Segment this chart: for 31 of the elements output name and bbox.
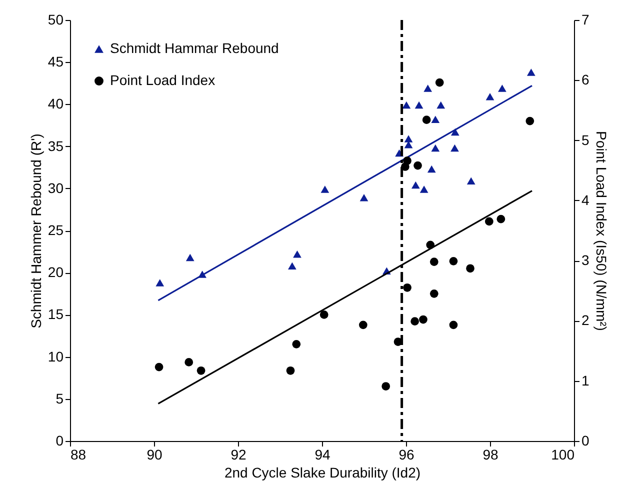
- y-tick-label: 50: [48, 12, 64, 28]
- y-tick-label: 0: [56, 432, 64, 448]
- x-tick-label: 94: [314, 446, 330, 462]
- y-axis-title: Schmidt Hammer Rebound (R'): [28, 134, 44, 328]
- y2-tick-label: 4: [582, 192, 590, 208]
- x-tick-label: 90: [146, 446, 162, 462]
- y2-tick-label: 2: [582, 312, 590, 328]
- x-tick-label: 98: [482, 446, 498, 462]
- y-tick-label: 20: [48, 264, 64, 280]
- x-tick-label: 88: [70, 446, 86, 462]
- y2-tick-label: 5: [582, 132, 590, 148]
- y2-tick-label: 3: [582, 252, 590, 268]
- y2-tick-label: 1: [582, 372, 590, 388]
- y2-tick-label: 0: [582, 432, 590, 448]
- x-tick-label: 100: [551, 446, 575, 462]
- y2-tick-label: 6: [582, 72, 590, 88]
- y2-tick-label: 7: [582, 12, 590, 28]
- y-tick-label: 10: [48, 348, 64, 364]
- x-tick-label: 96: [398, 446, 414, 462]
- y-tick-label: 45: [48, 54, 64, 70]
- x-axis-title: 2nd Cycle Slake Durability (Id2): [224, 464, 421, 480]
- y-tick-label: 40: [48, 96, 64, 112]
- legend-label: Point Load Index: [110, 72, 216, 88]
- y-tick-label: 35: [48, 138, 64, 154]
- y2-axis-title: Point Load Index (Is50) (N/mm²): [593, 131, 610, 331]
- y-tick-label: 25: [48, 222, 64, 238]
- y-tick-label: 15: [48, 306, 64, 322]
- y-tick-label: 5: [56, 390, 64, 406]
- legend-label: Schmidt Hammar Rebound: [110, 40, 279, 56]
- y-tick-label: 30: [48, 180, 64, 196]
- x-tick-label: 92: [230, 446, 246, 462]
